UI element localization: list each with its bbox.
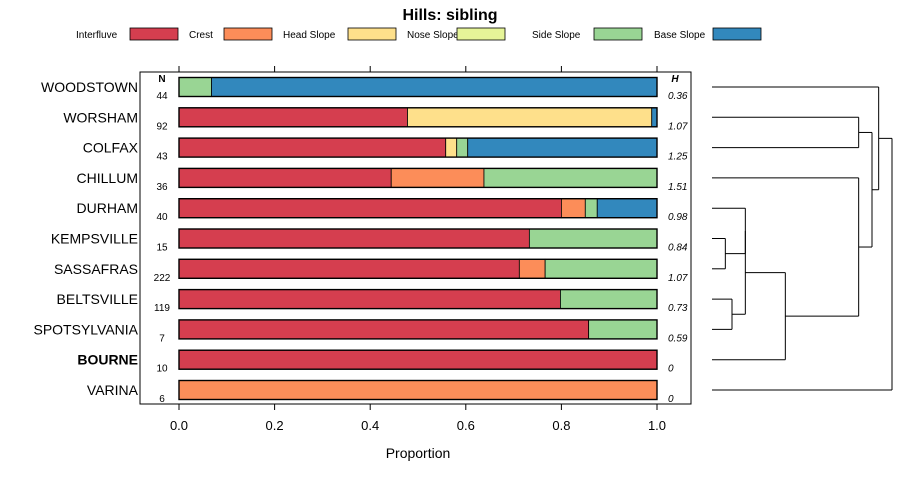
legend-swatch: [223, 27, 273, 41]
n-value: 222: [154, 273, 171, 284]
bar-segment: [584, 198, 598, 219]
legend-label: Crest: [189, 30, 213, 41]
n-value: 119: [154, 303, 170, 314]
category-label: SPOTSYLVANIA: [33, 321, 138, 337]
n-value: 36: [156, 182, 168, 193]
n-value: 43: [156, 152, 168, 163]
bar-segment: [211, 77, 658, 97]
category-label: WOODSTOWN: [41, 79, 138, 95]
bar-outline: [178, 76, 658, 98]
bar-segment: [544, 258, 658, 279]
category-label: CHILLUM: [77, 170, 138, 186]
x-axis: 0.0 0.2 0.4 0.6 0.8 1.0: [170, 66, 666, 433]
n-value: 15: [156, 243, 168, 254]
n-value: 40: [156, 212, 168, 223]
bar-segment: [596, 198, 658, 219]
plot-frame: [139, 71, 692, 405]
bar-segment: [178, 167, 392, 188]
x-tick-label: 0.2: [266, 418, 284, 433]
legend-label: Base Slope: [654, 30, 706, 41]
x-tick-label: 1.0: [648, 418, 666, 433]
bar-segment: [178, 258, 520, 279]
category-label: BOURNE: [77, 352, 138, 368]
bar-outline: [178, 107, 658, 128]
legend-label: Side Slope: [532, 30, 581, 41]
category-label: DURHAM: [77, 200, 138, 216]
legend-swatch: [712, 27, 762, 41]
bar-outline: [178, 379, 658, 401]
bar-segment: [178, 380, 658, 400]
h-value: 0: [668, 364, 674, 375]
bar-segment: [178, 319, 590, 340]
legend-label: Nose Slope: [407, 30, 459, 41]
bar-segment: [407, 107, 653, 128]
n-value: 44: [156, 91, 168, 102]
category-label: VARINA: [87, 382, 139, 398]
category-label: KEMPSVILLE: [51, 231, 138, 247]
bar-segment: [561, 198, 586, 219]
h-value: 1.51: [668, 182, 687, 193]
h-value: 0.59: [668, 333, 688, 344]
h-value: 1.07: [668, 121, 688, 132]
legend-label: Interfluve: [76, 30, 118, 41]
bar-segment: [178, 289, 561, 310]
bar-segment: [445, 137, 458, 158]
legend-swatch: [456, 27, 506, 41]
bar-outline: [178, 288, 658, 310]
bar-segment: [456, 137, 469, 158]
x-tick-label: 0.4: [361, 418, 379, 433]
h-value: 1.07: [668, 273, 688, 284]
legend-swatch: [593, 27, 643, 41]
legend-swatch: [129, 27, 179, 41]
h-value: 0.98: [668, 212, 688, 223]
bar-segment: [390, 167, 485, 188]
legend-label: Head Slope: [283, 30, 336, 41]
n-value: 6: [159, 394, 165, 405]
n-value: 10: [156, 364, 168, 375]
n-header: N: [158, 74, 165, 85]
h-value: 0.36: [668, 91, 688, 102]
h-value: 0.84: [668, 243, 688, 254]
h-header: H: [671, 74, 679, 85]
bar-outline: [178, 258, 658, 279]
bar-segment: [178, 228, 530, 249]
bar-segment: [178, 137, 447, 158]
bar-segment: [178, 77, 212, 97]
h-value: 0.73: [668, 303, 688, 314]
bar-segment: [467, 137, 658, 158]
category-label: COLFAX: [83, 140, 139, 156]
bar-outline: [178, 228, 658, 249]
bar-segment: [528, 228, 658, 249]
bar-outline: [178, 349, 658, 370]
category-label: BELTSVILLE: [57, 291, 138, 307]
bar-segment: [178, 107, 408, 128]
bar-outline: [178, 137, 658, 158]
x-tick-label: 0.0: [170, 418, 188, 433]
rows: WOODSTOWN 44 0.36 WORSHAM 92 1.07 COLFAX 43 1.25…: [33, 76, 688, 405]
x-tick-label: 0.6: [457, 418, 475, 433]
n-value: 7: [159, 333, 165, 344]
bar-segment: [560, 289, 658, 310]
dendrogram: [712, 86, 893, 391]
bar-segment: [483, 167, 658, 188]
chart-title: Hills: sibling: [402, 7, 497, 24]
legend-swatch: [347, 27, 397, 41]
bar-outline: [178, 319, 658, 340]
category-label: WORSHAM: [63, 109, 138, 125]
bar-segment: [518, 258, 546, 279]
bar-segment: [178, 349, 658, 370]
legend: Interfluve Crest Head Slope Nose Slope Side …: [76, 27, 762, 41]
n-value: 92: [156, 121, 168, 132]
bar-outline: [178, 167, 658, 189]
bar-outline: [178, 197, 658, 219]
x-tick-label: 0.8: [552, 418, 570, 433]
h-value: 0: [668, 394, 674, 405]
category-label: SASSAFRAS: [54, 261, 138, 277]
h-value: 1.25: [668, 152, 688, 163]
bar-segment: [651, 107, 658, 128]
bar-segment: [178, 198, 562, 219]
x-axis-label: Proportion: [386, 445, 451, 461]
bar-segment: [588, 319, 658, 340]
